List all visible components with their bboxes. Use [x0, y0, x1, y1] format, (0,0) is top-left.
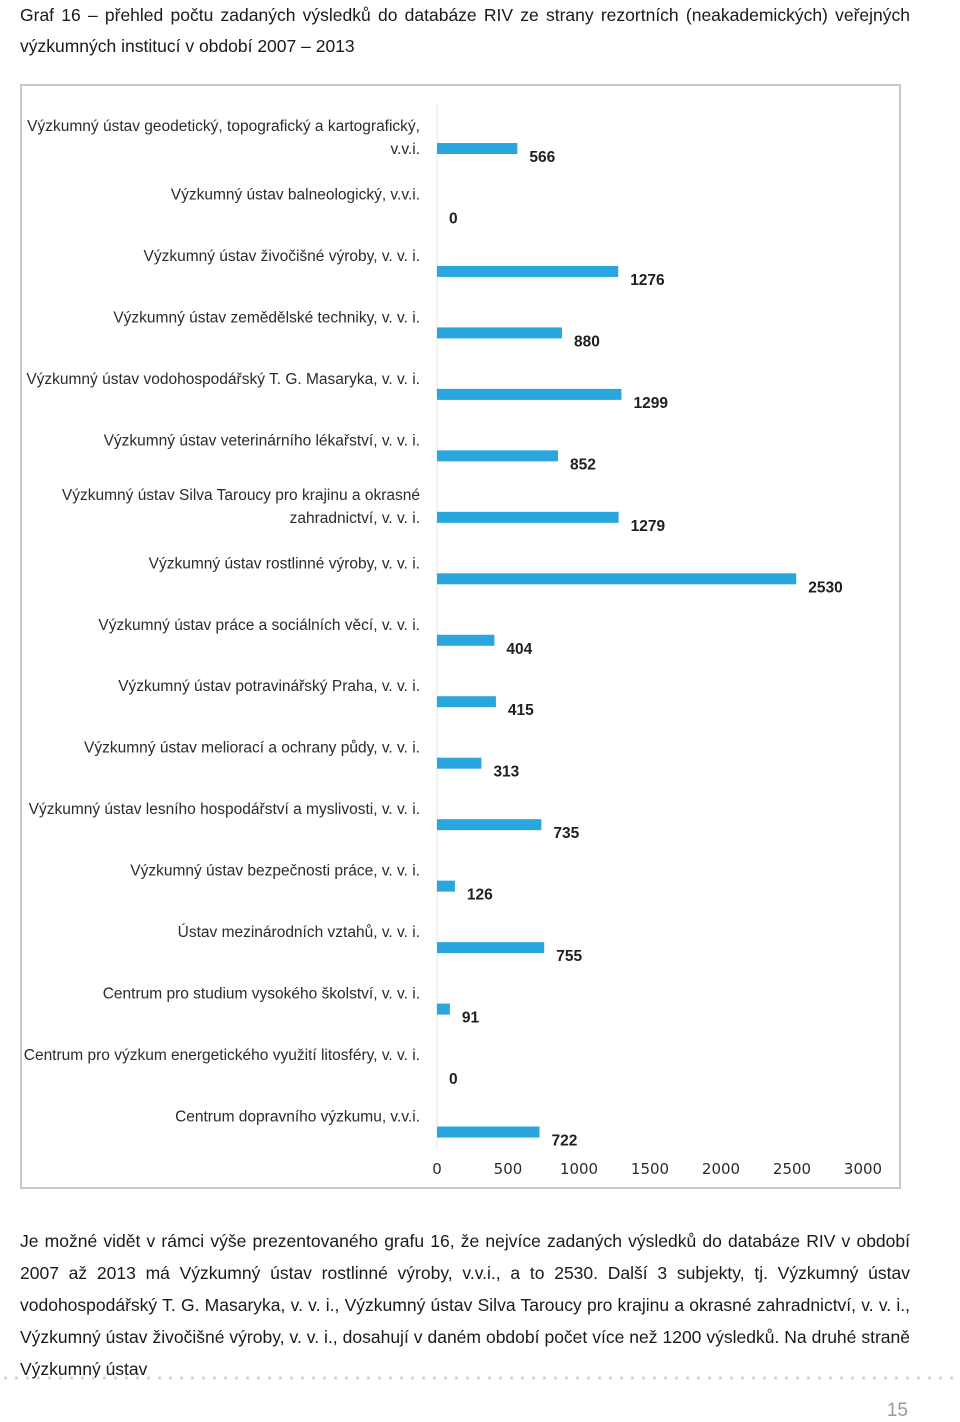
data-label: 755	[556, 948, 582, 965]
x-tick-label: 0	[432, 1160, 442, 1178]
category-label: Výzkumný ústav vodohospodářský T. G. Mas…	[26, 371, 420, 388]
data-label: 415	[508, 702, 534, 719]
bar	[437, 265, 619, 277]
category-label: Výzkumný ústav potravinářský Praha, v. v…	[118, 678, 420, 695]
data-label: 126	[467, 887, 493, 904]
data-label: 91	[462, 1010, 480, 1027]
category-label: Ústav mezinárodních vztahů, v. v. i.	[178, 924, 420, 941]
category-label: Výzkumný ústav meliorací a ochrany půdy,…	[84, 740, 420, 757]
bar	[437, 327, 562, 339]
category-label: Výzkumný ústav geodetický, topografický …	[27, 118, 420, 158]
body-paragraph: Je možné vidět v rámci výše prezentované…	[20, 1231, 910, 1379]
data-label: 1299	[633, 395, 668, 412]
bar	[437, 1126, 540, 1138]
data-label: 1276	[630, 272, 665, 289]
x-tick-label: 3000	[844, 1160, 882, 1178]
category-label: Výzkumný ústav práce a sociálních věcí, …	[98, 617, 420, 634]
data-label: 1279	[631, 518, 666, 535]
data-label: 0	[449, 210, 458, 227]
x-tick-label: 1500	[631, 1160, 669, 1178]
bar	[437, 942, 545, 954]
bar	[437, 819, 542, 831]
data-label: 880	[574, 333, 600, 350]
page-number: 15	[886, 1400, 908, 1421]
category-label: Výzkumný ústav balneologický, v.v.i.	[171, 186, 420, 203]
category-label: Výzkumný ústav bezpečnosti práce, v. v. …	[130, 863, 420, 880]
x-tick-label: 1000	[560, 1160, 598, 1178]
category-label: Výzkumný ústav veterinárního lékařství, …	[104, 432, 420, 449]
data-label: 2530	[808, 579, 842, 596]
category-label: Výzkumný ústav lesního hospodářství a my…	[29, 801, 420, 818]
category-label: Centrum dopravního výzkumu, v.v.i.	[175, 1109, 420, 1126]
category-label: Centrum pro studium vysokého školství, v…	[103, 986, 420, 1003]
x-tick-label: 2000	[702, 1160, 740, 1178]
bar	[437, 511, 619, 523]
bar	[437, 388, 622, 400]
category-label: Centrum pro výzkum energetického využití…	[24, 1047, 420, 1064]
figure-caption: Graf 16 – přehled počtu zadaných výsledk…	[20, 5, 910, 56]
data-label: 313	[493, 764, 519, 781]
bar	[437, 634, 495, 646]
bar	[437, 696, 496, 708]
dotted-separator	[0, 1375, 960, 1381]
bar	[437, 1003, 450, 1015]
data-label: 852	[570, 456, 596, 473]
bar	[437, 143, 518, 154]
category-label: Výzkumný ústav zemědělské techniky, v. v…	[113, 309, 420, 326]
data-label: 735	[553, 825, 579, 842]
category-label: Výzkumný ústav Silva Taroucy pro krajinu…	[62, 487, 420, 527]
data-label: 404	[506, 641, 532, 658]
x-tick-label: 2500	[773, 1160, 811, 1178]
bar	[437, 757, 482, 769]
data-label: 566	[529, 149, 555, 166]
x-tick-label: 500	[494, 1160, 523, 1178]
bar-chart: Výzkumný ústav geodetický, topografický …	[24, 105, 882, 1178]
data-label: 0	[449, 1071, 458, 1088]
bar	[437, 573, 797, 585]
category-label: Výzkumný ústav rostlinné výroby, v. v. i…	[149, 555, 420, 572]
data-label: 722	[552, 1133, 578, 1150]
bar	[437, 880, 455, 892]
bar	[437, 450, 558, 462]
category-label: Výzkumný ústav živočišné výroby, v. v. i…	[144, 248, 421, 265]
